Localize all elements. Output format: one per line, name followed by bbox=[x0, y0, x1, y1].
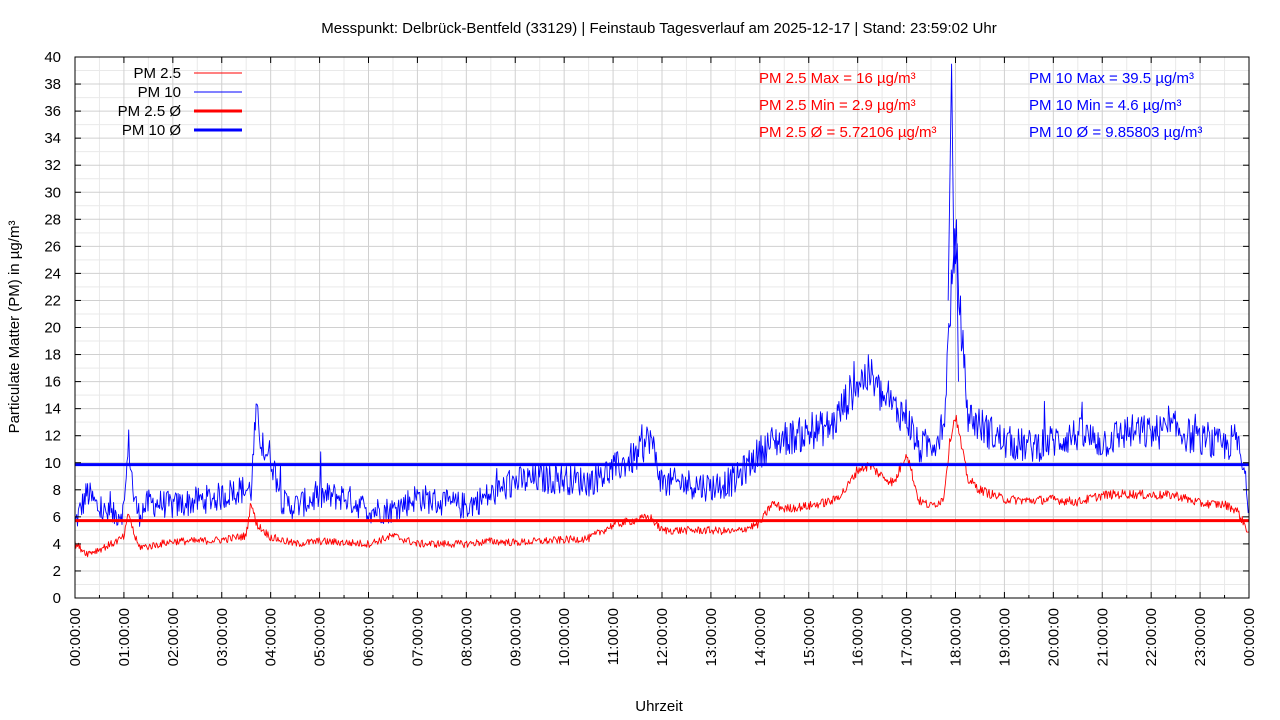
y-tick-label: 36 bbox=[44, 103, 61, 120]
average-lines bbox=[75, 463, 1249, 523]
pm25-avg-annotation: PM 2.5 Ø = 5.72106 µg/m³ bbox=[759, 124, 936, 141]
x-tick-label: 15:00:00 bbox=[801, 608, 818, 666]
y-tick-label: 4 bbox=[53, 536, 61, 553]
x-tick-label: 01:00:00 bbox=[116, 608, 133, 666]
y-tick-label: 0 bbox=[53, 590, 61, 607]
x-tick-label: 20:00:00 bbox=[1045, 608, 1062, 666]
x-tick-label: 21:00:00 bbox=[1094, 608, 1111, 666]
y-tick-label: 10 bbox=[44, 455, 61, 472]
y-tick-label: 28 bbox=[44, 211, 61, 228]
chart-title: Messpunkt: Delbrück-Bentfeld (33129) | F… bbox=[321, 20, 996, 37]
pm25-stats: PM 2.5 Max = 16 µg/m³ PM 2.5 Min = 2.9 µ… bbox=[759, 70, 936, 141]
x-tick-label: 23:00:00 bbox=[1192, 608, 1209, 666]
pm25-max-annotation: PM 2.5 Max = 16 µg/m³ bbox=[759, 70, 916, 87]
x-tick-label: 10:00:00 bbox=[556, 608, 573, 666]
x-tick-label: 19:00:00 bbox=[996, 608, 1013, 666]
y-tick-label: 14 bbox=[44, 401, 61, 418]
y-tick-label: 22 bbox=[44, 292, 61, 309]
y-tick-label: 38 bbox=[44, 76, 61, 93]
y-tick-label: 24 bbox=[44, 265, 61, 282]
x-tick-label: 04:00:00 bbox=[263, 608, 280, 666]
y-tick-label: 20 bbox=[44, 320, 61, 337]
x-tick-label: 08:00:00 bbox=[458, 608, 475, 666]
y-tick-label: 34 bbox=[44, 130, 61, 147]
legend-label: PM 2.5 Ø bbox=[118, 103, 182, 120]
pm10-peak bbox=[947, 63, 959, 382]
series-line-pm-2-5 bbox=[74, 414, 1250, 558]
legend: PM 2.5 PM 10 PM 2.5 Ø PM 10 Ø bbox=[118, 65, 242, 139]
x-tick-label: 00:00:00 bbox=[67, 608, 84, 666]
y-tick-label: 30 bbox=[44, 184, 61, 201]
y-tick-label: 26 bbox=[44, 238, 61, 255]
y-tick-label: 32 bbox=[44, 157, 61, 174]
x-tick-label: 14:00:00 bbox=[752, 608, 769, 666]
x-tick-label: 05:00:00 bbox=[312, 608, 329, 666]
y-tick-label: 6 bbox=[53, 509, 61, 526]
y-tick-label: 2 bbox=[53, 563, 61, 580]
y-tick-label: 16 bbox=[44, 374, 61, 391]
x-axis-ticks: 00:00:00 01:00:00 02:00:00 03:00:00 04:00:00… bbox=[67, 57, 1258, 666]
x-tick-label: 00:00:00 bbox=[1241, 608, 1258, 666]
grid-lines bbox=[75, 57, 1249, 598]
x-tick-label: 16:00:00 bbox=[850, 608, 867, 666]
x-tick-label: 07:00:00 bbox=[409, 608, 426, 666]
pm10-min-annotation: PM 10 Min = 4.6 µg/m³ bbox=[1029, 97, 1181, 114]
y-tick-label: 40 bbox=[44, 49, 61, 66]
pm10-stats: PM 10 Max = 39.5 µg/m³ PM 10 Min = 4.6 µ… bbox=[1029, 70, 1202, 141]
y-tick-label: 18 bbox=[44, 347, 61, 364]
pm25-min-annotation: PM 2.5 Min = 2.9 µg/m³ bbox=[759, 97, 916, 114]
x-tick-label: 09:00:00 bbox=[507, 608, 524, 666]
pm10-max-annotation: PM 10 Max = 39.5 µg/m³ bbox=[1029, 70, 1194, 87]
x-tick-label: 22:00:00 bbox=[1143, 608, 1160, 666]
legend-label: PM 10 Ø bbox=[122, 122, 182, 139]
x-tick-label: 02:00:00 bbox=[165, 608, 182, 666]
legend-label: PM 10 bbox=[138, 84, 181, 101]
x-axis-label: Uhrzeit bbox=[635, 698, 683, 715]
x-tick-label: 03:00:00 bbox=[214, 608, 231, 666]
x-tick-label: 12:00:00 bbox=[654, 608, 671, 666]
x-tick-label: 13:00:00 bbox=[703, 608, 720, 666]
y-axis-label: Particulate Matter (PM) in µg/m³ bbox=[6, 221, 23, 434]
pm10-avg-annotation: PM 10 Ø = 9.85803 µg/m³ bbox=[1029, 124, 1202, 141]
x-tick-label: 17:00:00 bbox=[899, 608, 916, 666]
x-tick-label: 06:00:00 bbox=[361, 608, 378, 666]
y-tick-label: 12 bbox=[44, 428, 61, 445]
y-tick-label: 8 bbox=[53, 482, 61, 499]
x-tick-label: 11:00:00 bbox=[605, 608, 622, 665]
x-tick-label: 18:00:00 bbox=[948, 608, 965, 666]
legend-label: PM 2.5 bbox=[133, 65, 181, 82]
